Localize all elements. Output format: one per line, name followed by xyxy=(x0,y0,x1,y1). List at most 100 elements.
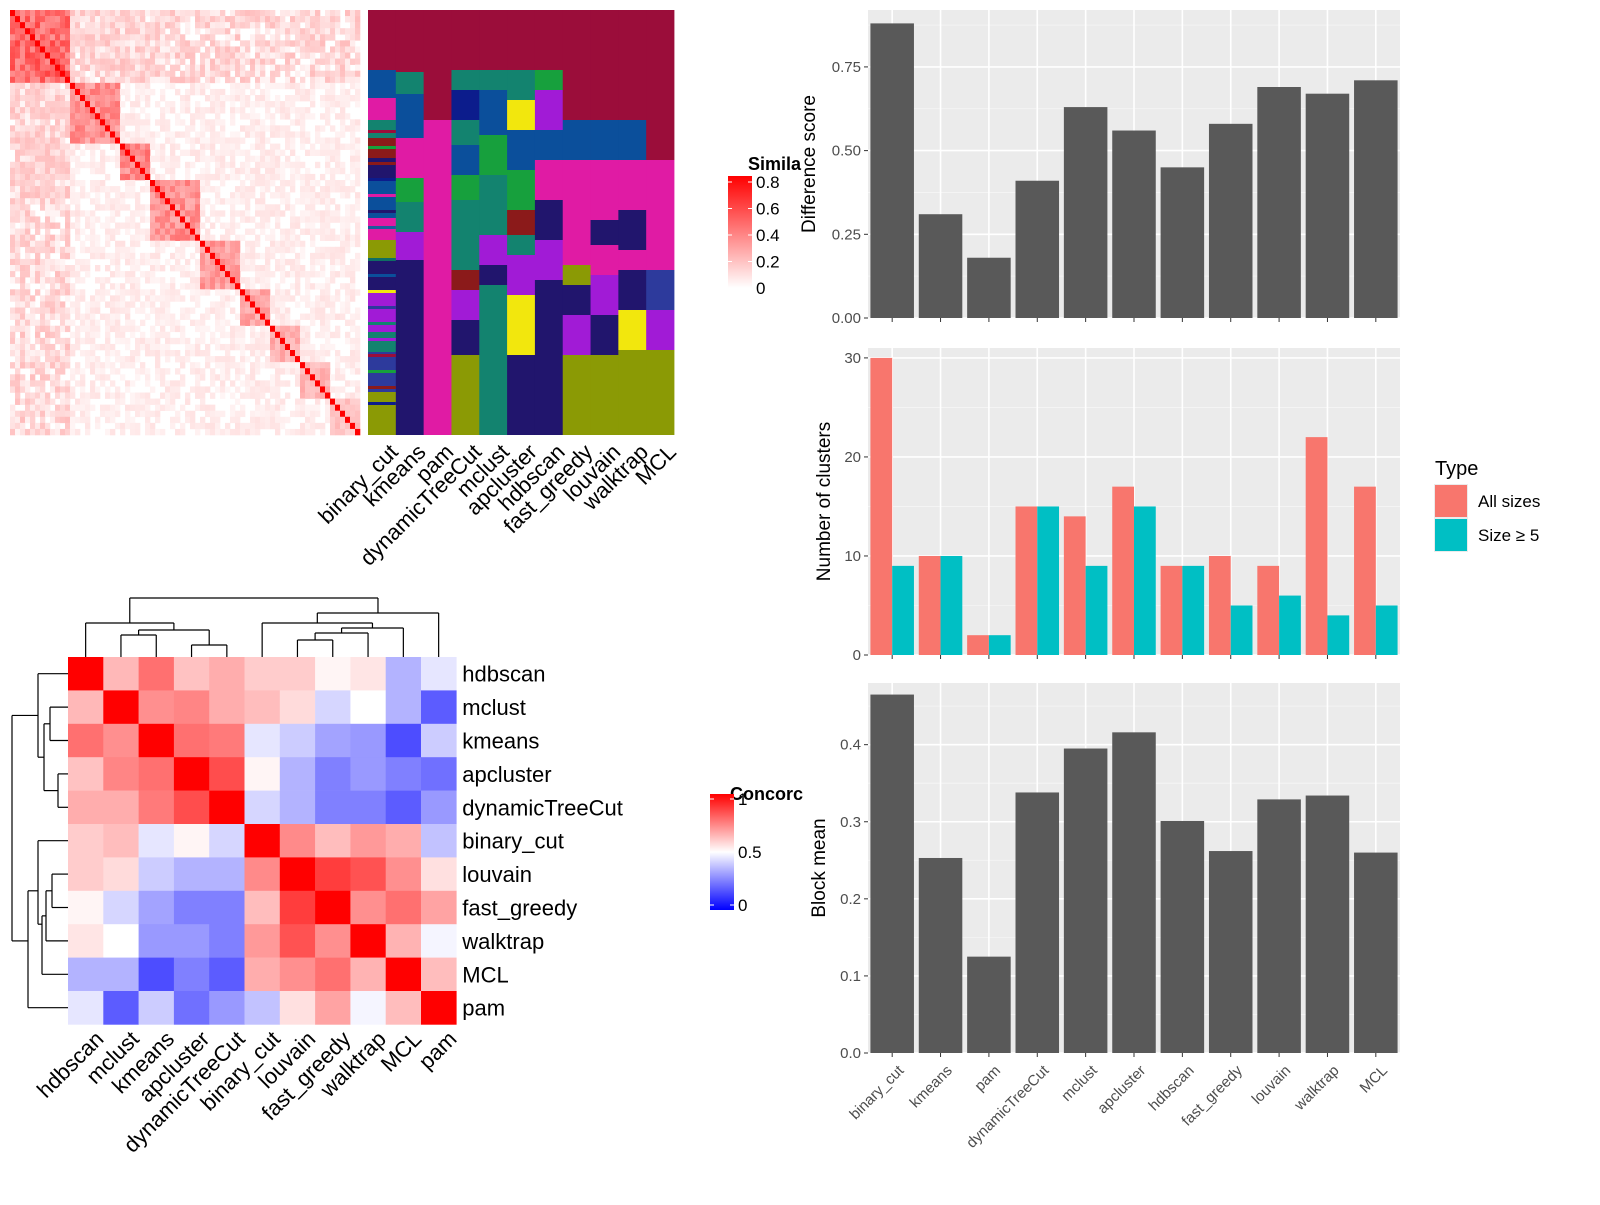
concordance-cell xyxy=(138,890,175,925)
similarity-cell xyxy=(55,222,61,229)
similarity-cell xyxy=(45,216,51,223)
similarity-cell xyxy=(200,149,206,157)
similarity-cell xyxy=(95,234,101,242)
similarity-cell xyxy=(75,337,81,345)
similarity-cell xyxy=(90,392,96,399)
similarity-cell xyxy=(170,192,176,199)
similarity-cell xyxy=(130,252,136,260)
similarity-cell xyxy=(60,319,66,327)
similarity-cell xyxy=(155,343,161,351)
similarity-cell xyxy=(275,143,281,150)
similarity-cell xyxy=(65,173,71,181)
similarity-cell xyxy=(345,362,351,369)
similarity-cell xyxy=(225,271,231,278)
similarity-cell xyxy=(300,210,306,217)
similarity-cell xyxy=(120,119,126,126)
similarity-cell xyxy=(255,125,261,132)
similarity-cell xyxy=(300,325,306,333)
similarity-cell xyxy=(220,149,226,157)
similarity-cell xyxy=(65,337,71,345)
similarity-cell xyxy=(210,380,216,387)
similarity-cell xyxy=(250,362,256,369)
similarity-cell xyxy=(50,167,56,175)
similarity-cell xyxy=(20,107,26,114)
similarity-cell xyxy=(300,131,306,138)
similarity-cell xyxy=(15,58,21,65)
similarity-cell xyxy=(300,161,306,169)
similarity-cell xyxy=(130,416,136,424)
similarity-cell xyxy=(250,380,256,387)
similarity-cell xyxy=(80,350,86,357)
similarity-cell xyxy=(265,173,271,181)
similarity-cell xyxy=(290,95,296,102)
similarity-cell xyxy=(345,289,351,296)
similarity-cell xyxy=(320,16,326,23)
similarity-cell xyxy=(85,246,91,254)
similarity-cell xyxy=(170,173,176,181)
similarity-cell xyxy=(210,58,216,65)
concordance-cell xyxy=(385,857,422,892)
similarity-cell xyxy=(275,95,281,102)
similarity-cell xyxy=(330,210,336,217)
similarity-cell xyxy=(55,301,61,308)
similarity-cell xyxy=(320,125,326,132)
concordance-cell xyxy=(68,890,104,925)
similarity-cell xyxy=(235,34,241,41)
similarity-cell xyxy=(95,252,101,260)
similarity-cell xyxy=(210,428,216,436)
similarity-cell xyxy=(115,76,121,84)
similarity-cell xyxy=(10,240,16,248)
similarity-cell xyxy=(180,337,186,345)
similarity-cell xyxy=(205,307,211,314)
similarity-cell xyxy=(355,350,361,357)
similarity-cell xyxy=(30,240,36,248)
similarity-cell xyxy=(90,325,96,333)
similarity-cell xyxy=(220,271,226,278)
similarity-cell xyxy=(60,40,66,47)
similarity-cell xyxy=(100,107,106,114)
similarity-cell xyxy=(10,204,16,211)
similarity-cell xyxy=(205,428,211,436)
similarity-cell xyxy=(265,277,271,284)
similarity-cell xyxy=(60,149,66,157)
similarity-cell xyxy=(305,343,311,351)
similarity-cell xyxy=(335,186,341,193)
similarity-cell xyxy=(165,131,171,138)
bar xyxy=(1015,792,1060,1053)
similarity-cell xyxy=(35,265,41,272)
concordance-cell xyxy=(138,790,175,825)
similarity-cell xyxy=(40,173,46,181)
similarity-cell xyxy=(295,271,301,278)
similarity-cell xyxy=(25,252,31,260)
similarity-cell xyxy=(270,192,276,199)
similarity-cell xyxy=(235,252,241,260)
similarity-cell xyxy=(310,319,316,327)
similarity-cell xyxy=(230,119,236,126)
similarity-cell xyxy=(165,58,171,65)
similarity-cell xyxy=(230,167,236,175)
similarity-cell xyxy=(120,192,126,199)
similarity-cell xyxy=(175,416,181,424)
similarity-cell xyxy=(90,331,96,339)
similarity-cell xyxy=(145,428,151,436)
similarity-cell xyxy=(265,58,271,65)
similarity-cell xyxy=(220,173,226,181)
similarity-cell xyxy=(340,180,346,187)
similarity-cell xyxy=(335,46,341,53)
similarity-cell xyxy=(270,173,276,181)
similarity-cell xyxy=(170,216,176,223)
similarity-cell xyxy=(115,271,121,278)
similarity-cell xyxy=(255,64,261,72)
similarity-cell xyxy=(210,337,216,345)
similarity-cell xyxy=(80,46,86,53)
similarity-cell xyxy=(340,64,346,72)
similarity-cell xyxy=(75,88,81,96)
similarity-cell xyxy=(10,289,16,296)
similarity-cell xyxy=(270,22,276,29)
similarity-cell xyxy=(95,22,101,29)
similarity-cell xyxy=(200,234,206,242)
concordance-cell xyxy=(421,690,457,725)
similarity-cell xyxy=(10,265,16,272)
similarity-cell xyxy=(285,234,291,242)
similarity-cell xyxy=(125,64,131,72)
